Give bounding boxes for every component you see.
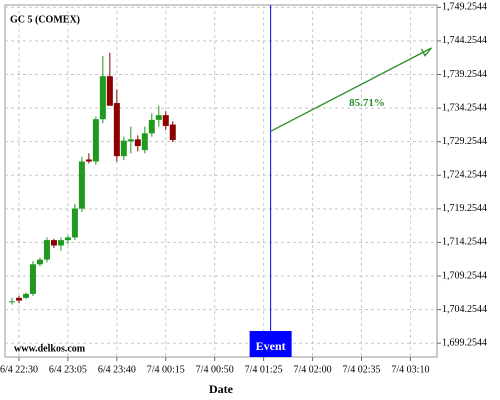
candle-body	[113, 103, 120, 157]
chart-title: GC 5 (COMEX)	[10, 14, 80, 25]
grid	[5, 5, 437, 357]
candle-body	[15, 297, 22, 301]
x-axis-label: Date	[209, 382, 234, 396]
x-tick-label: 7/4 03:10	[391, 364, 429, 375]
candle-body	[43, 240, 50, 260]
candle-body	[148, 119, 155, 134]
candle-body	[64, 237, 71, 241]
x-tick-label: 6/4 23:40	[98, 364, 136, 375]
y-tick-label: 1,719.2544	[442, 203, 487, 214]
y-tick-label: 1,724.2544	[442, 170, 487, 181]
candle-body	[127, 139, 134, 142]
x-tick-label: 7/4 01:25	[245, 364, 283, 375]
y-tick-label: 1,714.2544	[442, 237, 487, 248]
x-tick-label: 6/4 23:05	[49, 364, 87, 375]
candle-body	[169, 124, 176, 141]
candle-body	[106, 76, 113, 106]
candle-body	[8, 301, 15, 303]
y-tick-label: 1,699.2544	[442, 337, 487, 348]
candle-body	[155, 115, 162, 120]
y-tick-label: 1,739.2544	[442, 69, 487, 80]
candle-body	[29, 264, 36, 294]
candle-body	[120, 140, 127, 157]
candle-body	[162, 115, 169, 126]
x-tick-label: 7/4 02:35	[342, 364, 380, 375]
candle-body	[36, 259, 43, 265]
event-label: Event	[256, 339, 286, 353]
candle-body	[50, 240, 57, 246]
candle-body	[134, 139, 141, 147]
y-tick-label: 1,749.2544	[442, 2, 487, 13]
y-tick-label: 1,744.2544	[442, 35, 487, 46]
forecast-arrow	[270, 47, 432, 132]
candle-body	[141, 133, 148, 151]
watermark: www.delkos.com	[14, 343, 86, 354]
candle-body	[22, 293, 29, 298]
plot-area	[4, 4, 438, 358]
candle-body	[99, 76, 106, 120]
candle-body	[85, 159, 92, 162]
event-box	[249, 331, 292, 357]
y-tick-label: 1,709.2544	[442, 270, 487, 281]
x-tick-label: 6/4 22:30	[0, 364, 38, 375]
y-tick-label: 1,729.2544	[442, 136, 487, 147]
candle-body	[57, 240, 64, 246]
x-tick-label: 7/4 02:00	[294, 364, 332, 375]
candle-body	[92, 119, 99, 162]
x-tick-label: 7/4 00:50	[196, 364, 234, 375]
y-tick-label: 1,734.2544	[442, 102, 487, 113]
x-tick-label: 7/4 00:15	[147, 364, 185, 375]
forecast-label: 85.71%	[349, 97, 385, 109]
marks	[8, 52, 176, 305]
candle-body	[71, 208, 78, 238]
arrow-head	[420, 47, 432, 57]
y-tick-label: 1,704.2544	[442, 304, 487, 315]
candle-body	[78, 161, 85, 209]
